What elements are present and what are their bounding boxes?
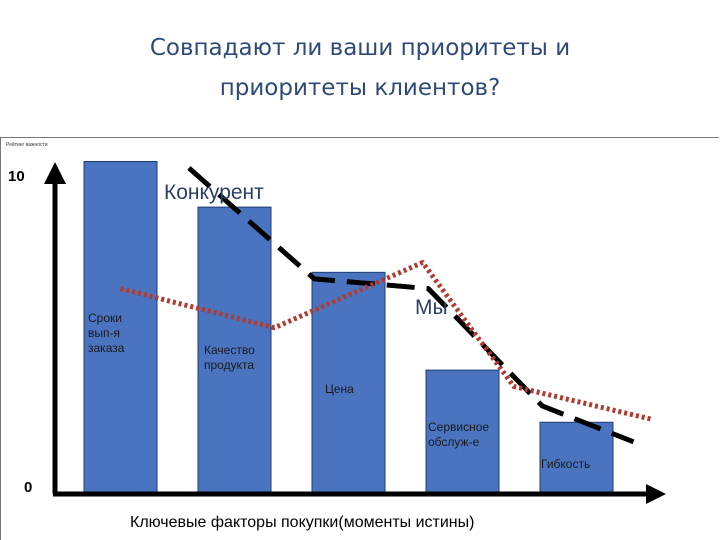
chart-frame — [0, 137, 719, 540]
lines-layer — [119, 166, 652, 445]
slide-title-line-1: Совпадают ли ваши приоритеты и — [149, 35, 571, 61]
series-name-1: Конкурент — [164, 181, 264, 204]
series-name-2: Мы — [415, 296, 448, 319]
series-line-1 — [187, 166, 635, 445]
slide-title-line-2: приоритеты клиентов? — [219, 75, 501, 101]
category-label-3: Цена — [325, 382, 354, 396]
y-tick-label-10: 10 — [8, 168, 25, 185]
category-label-5: Гибкость — [541, 457, 590, 471]
y-axis-arrow — [44, 162, 66, 184]
x-axis-arrow — [646, 484, 666, 504]
y-tick-label-0: 0 — [24, 479, 32, 496]
category-label-2: Качество продукта — [204, 343, 255, 372]
bar-4 — [425, 369, 500, 495]
bar-5 — [539, 421, 614, 495]
labels-layer: 10 0 Ключевые факторы покупки(моменты исти… — [8, 168, 590, 531]
axes-layer — [44, 162, 666, 504]
series-line-2 — [119, 260, 652, 422]
category-label-4: Сервисное обслуж-е — [428, 420, 489, 449]
category-label-1: Сроки вып-я заказа — [88, 311, 125, 355]
x-axis-label: Ключевые факторы покупки(моменты истины) — [130, 514, 474, 531]
slide-title: Совпадают ли ваши приоритеты и приоритет… — [0, 28, 720, 108]
importance-rating-caption: Рейтинг важности — [6, 142, 48, 148]
bar-2 — [197, 206, 272, 495]
bar-3 — [311, 271, 386, 495]
bars-layer — [83, 160, 614, 495]
